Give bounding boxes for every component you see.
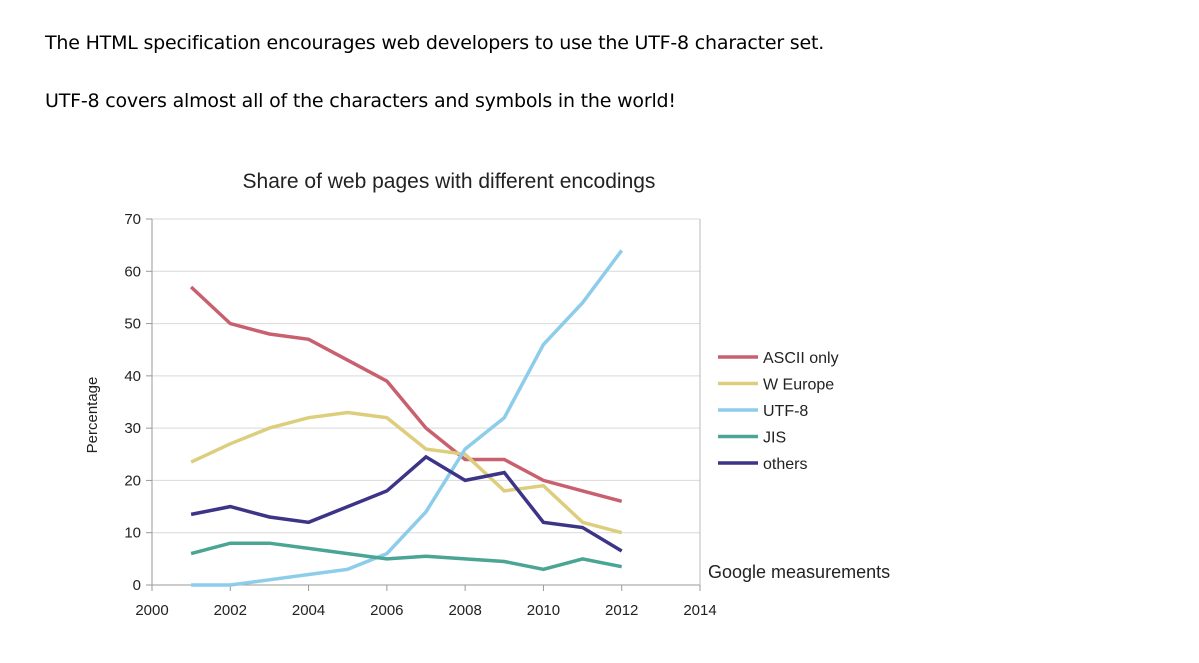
x-tick-label: 2008 — [448, 602, 481, 619]
chart-title: Share of web pages with different encodi… — [243, 170, 656, 193]
google-measurements-note: Google measurements — [708, 562, 890, 582]
y-tick-label: 0 — [133, 577, 141, 594]
y-tick-label: 30 — [124, 420, 141, 437]
intro-text-line-1: The HTML specification encourages web de… — [45, 32, 825, 54]
x-tick-label: 2002 — [214, 602, 247, 619]
series-line-utf-8 — [191, 249, 624, 587]
legend-label-jis: JIS — [763, 430, 786, 447]
axes — [151, 219, 701, 591]
x-tick-label: 2000 — [135, 602, 168, 619]
x-tick-label: 2006 — [370, 602, 403, 619]
y-tick-labels: 0 10 20 30 40 50 60 70 — [124, 211, 152, 594]
series-lines — [189, 249, 624, 587]
legend-label-w-europe: W Europe — [763, 377, 834, 394]
legend-label-others: others — [763, 456, 807, 473]
series-line-ascii-only — [189, 285, 623, 503]
y-tick-label: 20 — [124, 472, 141, 489]
intro-text-line-2: UTF-8 covers almost all of the character… — [45, 90, 676, 112]
legend-label-utf-8: UTF-8 — [763, 403, 808, 420]
y-tick-label: 70 — [124, 211, 141, 228]
x-tick-label: 2010 — [527, 602, 560, 619]
legend: ASCII only W Europe UTF-8 JIS others — [718, 350, 839, 473]
series-line-others — [190, 454, 623, 553]
y-tick-label: 60 — [124, 263, 141, 280]
series-line-jis — [190, 541, 623, 572]
x-tick-label: 2012 — [605, 602, 638, 619]
x-tick-label: 2014 — [683, 602, 716, 619]
legend-label-ascii-only: ASCII only — [763, 350, 839, 367]
x-tick-labels: 2000 2002 2004 2006 2008 2010 2012 2014 — [135, 585, 717, 619]
y-tick-label: 10 — [124, 525, 141, 542]
y-tick-label: 50 — [124, 316, 141, 333]
series-line-w-europe — [190, 410, 623, 535]
y-axis-label: Percentage — [84, 377, 101, 454]
grid-lines — [152, 218, 700, 534]
x-tick-label: 2004 — [292, 602, 325, 619]
y-tick-label: 40 — [124, 368, 141, 385]
